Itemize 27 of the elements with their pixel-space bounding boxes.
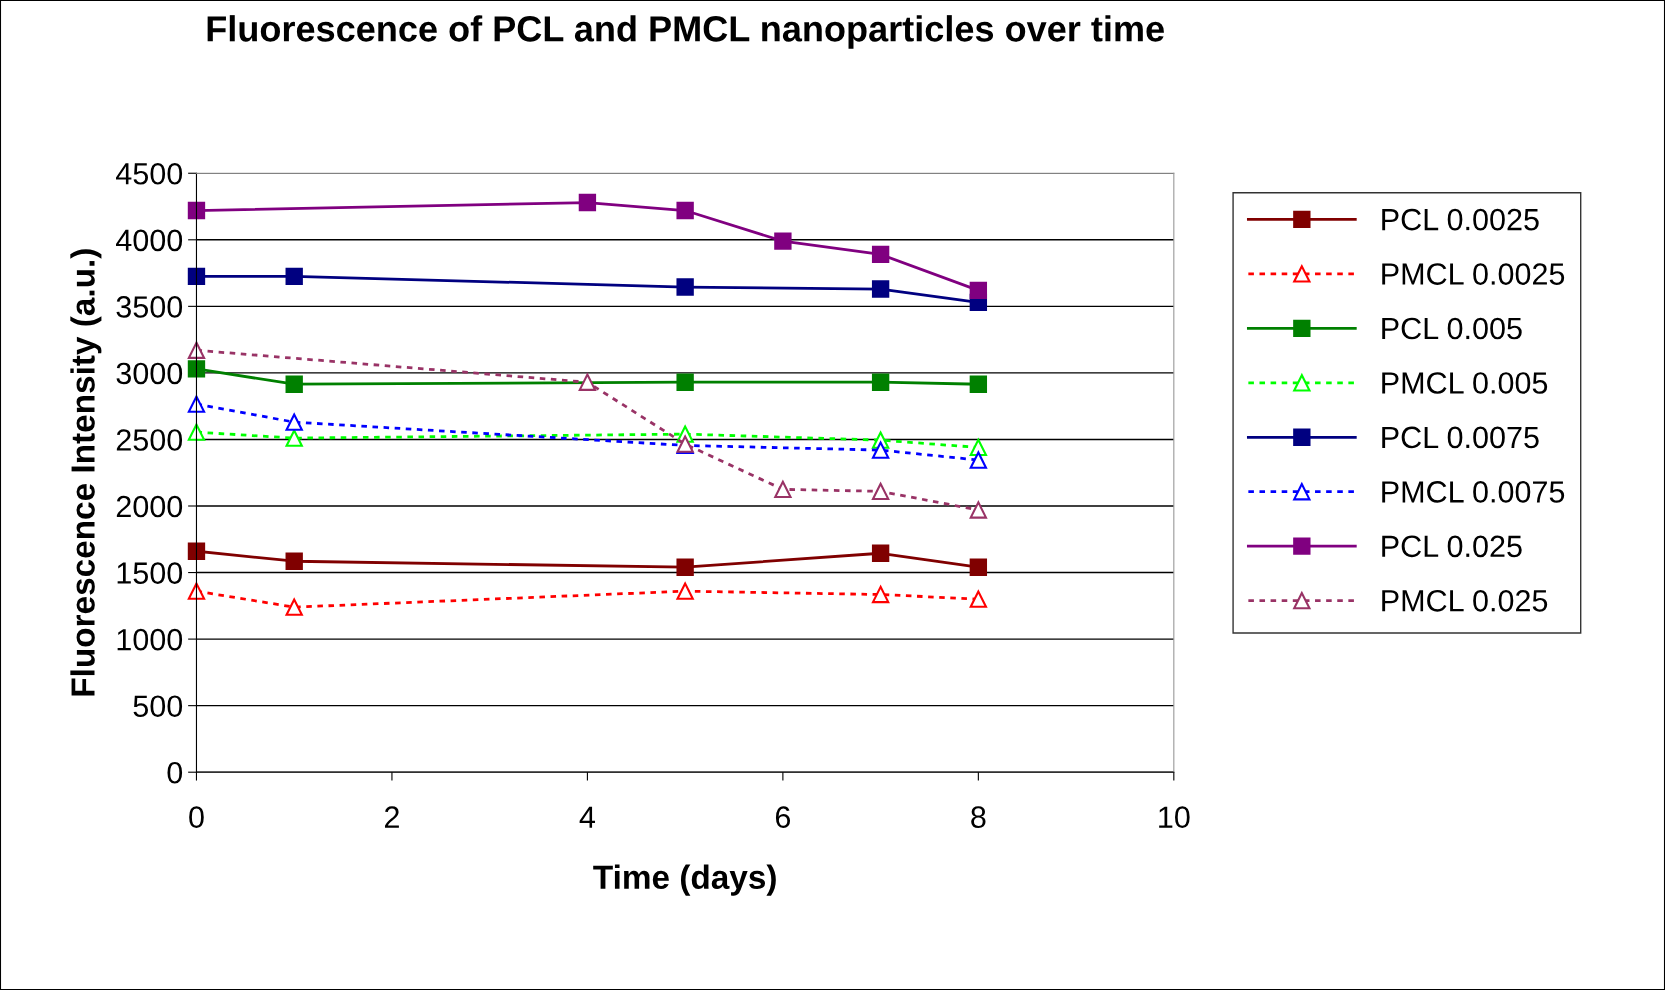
y-tick-label: 0 [167, 761, 183, 784]
y-tick-label: 3500 [116, 296, 183, 318]
y-tick-label: 500 [133, 695, 183, 718]
x-tick-label: 10 [1159, 806, 1190, 828]
y-axis-title: Fluorescence Intensity (a.u.) [70, 249, 102, 696]
y-tick-label: 4000 [116, 229, 183, 252]
chart-title: Fluorescence of PCL and PMCL nanoparticles over time [207, 15, 1164, 49]
y-tick-label: 4500 [116, 162, 183, 185]
legend-label: PCL 0.0075 [1382, 426, 1539, 449]
legend-label: PMCL 0.005 [1382, 372, 1548, 394]
x-tick-label: 6 [775, 806, 791, 828]
legend-label: PCL 0.005 [1382, 317, 1522, 340]
y-tick-label: 2000 [116, 495, 183, 518]
y-tick-label: 2500 [116, 429, 183, 451]
x-tick-label: 0 [189, 806, 204, 828]
y-tick-label: 3000 [116, 362, 183, 385]
x-axis-title: Time (days) [593, 864, 776, 896]
y-tick-label: 1500 [117, 562, 183, 584]
legend-label: PMCL 0.0075 [1382, 481, 1565, 503]
x-tick-label: 4 [579, 806, 596, 828]
legend-label: PCL 0.025 [1382, 535, 1522, 558]
legend-label: PMCL 0.025 [1382, 589, 1548, 612]
y-tick-label: 1000 [117, 628, 183, 651]
x-tick-label: 8 [971, 806, 986, 828]
legend-label: PCL 0.0025 [1382, 208, 1539, 231]
x-tick-label: 2 [384, 806, 399, 828]
legend-label: PMCL 0.0025 [1382, 263, 1565, 285]
